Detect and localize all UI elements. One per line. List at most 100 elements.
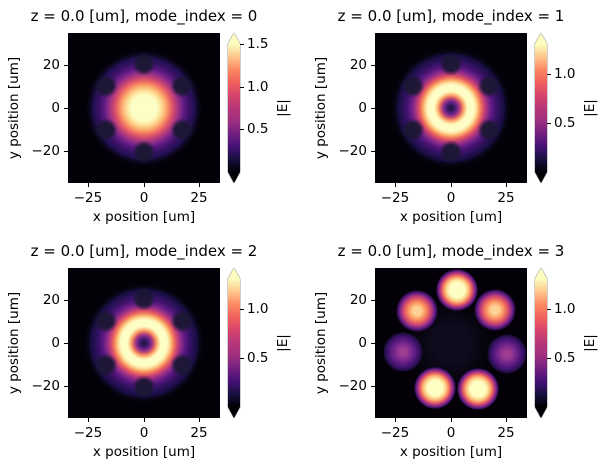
y-tick-mark (371, 343, 375, 344)
x-tick-mark (199, 183, 200, 187)
heatmap-mode-1 (375, 33, 527, 183)
y-tick-mark (64, 65, 68, 66)
colorbar-tick-mark (547, 358, 551, 359)
x-axis-label: x position [um] (399, 209, 503, 225)
y-tick-mark (64, 386, 68, 387)
plot-title: z = 0.0 [um], mode_index = 3 (337, 242, 565, 260)
x-tick-label: −25 (380, 425, 410, 441)
colorbar-label: |E| (582, 334, 598, 352)
colorbar-arrow-down-icon (535, 172, 547, 183)
colorbar-gradient (535, 279, 547, 407)
y-tick-label: 20 (349, 57, 367, 73)
y-tick-label: 20 (349, 292, 367, 308)
colorbar-tick-mark (240, 129, 244, 130)
heatmap-mode-3 (375, 268, 527, 418)
x-tick-mark (395, 183, 396, 187)
y-tick-label: 0 (51, 100, 60, 116)
y-tick-label: 20 (42, 292, 60, 308)
y-tick-mark (371, 65, 375, 66)
colorbar-tick-label: 0.5 (554, 115, 576, 131)
x-tick-mark (144, 183, 145, 187)
x-tick-mark (144, 418, 145, 422)
colorbar-tick-mark (240, 44, 244, 45)
subplot-mode-1: z = 0.0 [um], mode_index = 1 y position … (307, 0, 614, 235)
colorbar-gradient (228, 279, 240, 407)
colorbar-arrow-up-icon (535, 268, 547, 279)
x-tick-label: 25 (190, 190, 208, 206)
y-tick-label: −20 (31, 378, 61, 394)
y-tick-mark (64, 151, 68, 152)
x-tick-mark (451, 418, 452, 422)
y-tick-mark (371, 151, 375, 152)
colorbar-tick-mark (547, 309, 551, 310)
x-tick-label: −25 (73, 190, 103, 206)
colorbar-tick-label: 0.5 (554, 350, 576, 366)
x-tick-label: 0 (139, 425, 149, 441)
colorbar-label: |E| (582, 99, 598, 117)
colorbar-arrow-up-icon (535, 33, 547, 44)
y-tick-mark (64, 343, 68, 344)
x-tick-mark (88, 183, 89, 187)
colorbar-tick-mark (547, 123, 551, 124)
x-tick-mark (506, 418, 507, 422)
colorbar-arrow-down-icon (535, 407, 547, 418)
y-tick-mark (371, 300, 375, 301)
plot-title: z = 0.0 [um], mode_index = 0 (30, 7, 258, 25)
plot-title: z = 0.0 [um], mode_index = 1 (337, 7, 565, 25)
heatmap-mode-0 (68, 33, 220, 183)
colorbar (535, 268, 547, 418)
colorbar-label: |E| (275, 99, 291, 117)
y-tick-mark (371, 108, 375, 109)
colorbar-arrow-up-icon (228, 268, 240, 279)
colorbar-tick-mark (240, 309, 244, 310)
x-tick-mark (506, 183, 507, 187)
colorbar-tick-label: 1.0 (554, 66, 576, 82)
x-axis-label: x position [um] (92, 209, 196, 225)
y-tick-label: 0 (51, 335, 60, 351)
y-tick-label: 20 (42, 57, 60, 73)
x-tick-mark (199, 418, 200, 422)
x-tick-label: 25 (190, 425, 208, 441)
colorbar-arrow-up-icon (228, 33, 240, 44)
y-tick-mark (64, 300, 68, 301)
x-tick-label: 0 (446, 190, 456, 206)
subplot-mode-2: z = 0.0 [um], mode_index = 2 y position … (0, 235, 307, 470)
colorbar-tick-label: 1.0 (247, 79, 269, 95)
colorbar-arrow-down-icon (228, 172, 240, 183)
y-tick-label: −20 (31, 143, 61, 159)
x-tick-label: −25 (380, 190, 410, 206)
x-axis-label: x position [um] (399, 444, 503, 460)
colorbar (535, 33, 547, 183)
y-tick-label: 0 (358, 100, 367, 116)
y-tick-mark (64, 108, 68, 109)
x-tick-label: 25 (497, 425, 515, 441)
subplot-mode-0: z = 0.0 [um], mode_index = 0 y position … (0, 0, 307, 235)
plot-title: z = 0.0 [um], mode_index = 2 (30, 242, 258, 260)
colorbar-arrow-down-icon (228, 407, 240, 418)
colorbar-gradient (535, 44, 547, 172)
x-tick-label: −25 (73, 425, 103, 441)
x-tick-mark (451, 183, 452, 187)
y-tick-label: −20 (338, 378, 368, 394)
colorbar (228, 268, 240, 418)
colorbar-tick-label: 1.0 (247, 301, 269, 317)
colorbar-tick-label: 0.5 (247, 121, 269, 137)
heatmap-mode-2 (68, 268, 220, 418)
y-tick-label: −20 (338, 143, 368, 159)
y-tick-mark (371, 386, 375, 387)
x-tick-label: 0 (139, 190, 149, 206)
colorbar-gradient (228, 44, 240, 172)
colorbar-tick-label: 1.0 (554, 301, 576, 317)
y-tick-label: 0 (358, 335, 367, 351)
colorbar (228, 33, 240, 183)
subplot-mode-3: z = 0.0 [um], mode_index = 3 y position … (307, 235, 614, 470)
x-tick-mark (395, 418, 396, 422)
x-tick-label: 0 (446, 425, 456, 441)
colorbar-tick-label: 1.5 (247, 36, 269, 52)
colorbar-tick-label: 0.5 (247, 350, 269, 366)
colorbar-tick-mark (240, 358, 244, 359)
colorbar-label: |E| (275, 334, 291, 352)
colorbar-tick-mark (547, 74, 551, 75)
x-tick-label: 25 (497, 190, 515, 206)
